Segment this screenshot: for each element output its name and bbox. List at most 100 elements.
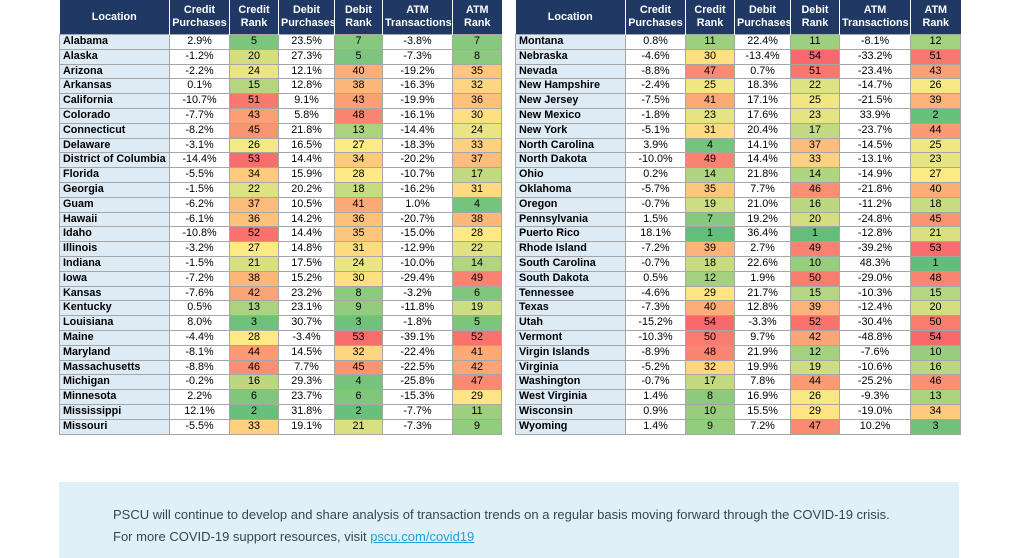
cell-atm-rank: 38 xyxy=(452,211,502,228)
table-header-row: Location Credit Purchases Credit Rank Debit… xyxy=(515,0,961,35)
cell-debit-rank: 47 xyxy=(790,418,840,435)
cell-debit-purchases: -13.4% xyxy=(734,48,791,65)
cell-atm-rank: 6 xyxy=(452,285,502,302)
cell-location: Wyoming xyxy=(515,418,626,435)
cell-debit-purchases: 31.8% xyxy=(278,403,335,420)
cell-location: Idaho xyxy=(59,226,170,243)
cell-atm-transactions: -14.5% xyxy=(839,137,911,154)
cell-credit-rank: 32 xyxy=(685,359,735,376)
cell-atm-transactions: -15.3% xyxy=(382,389,453,405)
table-header-row: Location Credit Purchases Credit Rank Debit… xyxy=(59,0,502,35)
cell-debit-rank: 46 xyxy=(790,181,840,198)
table-row: Maine -4.4% 28 -3.4% 53 -39.1% 52 xyxy=(59,329,502,346)
cell-debit-rank: 30 xyxy=(334,270,383,287)
cell-atm-transactions: -12.4% xyxy=(839,300,911,317)
cell-atm-rank: 39 xyxy=(910,93,961,109)
ranking-tables: Location Credit Purchases Credit Rank Debit… xyxy=(59,0,961,440)
table-row: South Carolina -0.7% 18 22.6% 10 48.3% 1 xyxy=(515,255,961,272)
cell-credit-purchases: -4.6% xyxy=(625,48,686,65)
cell-debit-purchases: 12.1% xyxy=(278,63,335,80)
table-row: Georgia -1.5% 22 20.2% 18 -16.2% 31 xyxy=(59,181,502,198)
cell-debit-purchases: 14.4% xyxy=(278,152,335,169)
cell-atm-transactions: -7.6% xyxy=(839,344,911,361)
cell-atm-rank: 14 xyxy=(452,255,502,272)
cell-credit-purchases: -15.2% xyxy=(625,315,686,331)
cell-atm-rank: 9 xyxy=(452,418,502,435)
table-row: Ohio 0.2% 14 21.8% 14 -14.9% 27 xyxy=(515,167,961,183)
cell-debit-rank: 26 xyxy=(790,389,840,405)
cell-credit-purchases: -3.1% xyxy=(169,137,230,154)
cell-atm-transactions: -48.8% xyxy=(839,329,911,346)
table-row: Arizona -2.2% 24 12.1% 40 -19.2% 35 xyxy=(59,63,502,80)
cell-atm-transactions: -12.9% xyxy=(382,241,453,257)
cell-credit-rank: 18 xyxy=(685,255,735,272)
cell-debit-rank: 23 xyxy=(790,107,840,124)
cell-debit-purchases: 0.7% xyxy=(734,63,791,80)
cell-credit-purchases: -10.7% xyxy=(169,93,230,109)
cell-credit-purchases: -5.2% xyxy=(625,359,686,376)
cell-atm-rank: 10 xyxy=(910,344,961,361)
cell-credit-purchases: -6.1% xyxy=(169,211,230,228)
cell-credit-rank: 23 xyxy=(685,107,735,124)
cell-atm-rank: 22 xyxy=(452,241,502,257)
cell-atm-rank: 52 xyxy=(452,329,502,346)
cell-credit-purchases: -1.2% xyxy=(169,48,230,65)
cell-atm-transactions: -21.5% xyxy=(839,93,911,109)
cell-debit-rank: 53 xyxy=(334,329,383,346)
cell-atm-transactions: 33.9% xyxy=(839,107,911,124)
cell-debit-purchases: 14.4% xyxy=(734,152,791,169)
cell-atm-rank: 8 xyxy=(452,48,502,65)
cell-atm-rank: 43 xyxy=(910,63,961,80)
cell-debit-rank: 10 xyxy=(790,255,840,272)
cell-credit-purchases: 0.5% xyxy=(625,270,686,287)
cell-credit-rank: 11 xyxy=(685,34,735,50)
cell-credit-rank: 48 xyxy=(685,344,735,361)
cell-debit-purchases: 17.6% xyxy=(734,107,791,124)
cell-debit-rank: 42 xyxy=(790,329,840,346)
cell-location: New York xyxy=(515,122,626,139)
cell-atm-transactions: -30.4% xyxy=(839,315,911,331)
cell-atm-transactions: -3.8% xyxy=(382,34,453,50)
table-row: West Virginia 1.4% 8 16.9% 26 -9.3% 13 xyxy=(515,389,961,405)
cell-debit-rank: 54 xyxy=(790,48,840,65)
cell-atm-rank: 45 xyxy=(910,211,961,228)
cell-atm-transactions: -39.1% xyxy=(382,329,453,346)
cell-credit-rank: 44 xyxy=(229,344,279,361)
table-row: Montana 0.8% 11 22.4% 11 -8.1% 12 xyxy=(515,34,961,50)
cell-atm-rank: 50 xyxy=(910,315,961,331)
table-row: Vermont -10.3% 50 9.7% 42 -48.8% 54 xyxy=(515,329,961,346)
cell-debit-purchases: 20.2% xyxy=(278,181,335,198)
cell-credit-purchases: -5.5% xyxy=(169,418,230,435)
cell-atm-transactions: -10.6% xyxy=(839,359,911,376)
cell-credit-purchases: -5.1% xyxy=(625,122,686,139)
cell-debit-purchases: 9.7% xyxy=(734,329,791,346)
cell-location: Wisconsin xyxy=(515,403,626,420)
cell-atm-rank: 47 xyxy=(452,374,502,391)
cell-atm-rank: 17 xyxy=(452,167,502,183)
cell-debit-purchases: 17.5% xyxy=(278,255,335,272)
cell-credit-rank: 39 xyxy=(685,241,735,257)
cell-credit-rank: 46 xyxy=(229,359,279,376)
cell-debit-purchases: 30.7% xyxy=(278,315,335,331)
cell-credit-rank: 2 xyxy=(229,403,279,420)
cell-atm-rank: 49 xyxy=(452,270,502,287)
cell-debit-purchases: 14.5% xyxy=(278,344,335,361)
cell-location: Kansas xyxy=(59,285,170,302)
cell-debit-rank: 40 xyxy=(334,63,383,80)
cell-atm-transactions: -16.2% xyxy=(382,181,453,198)
cell-atm-transactions: -14.4% xyxy=(382,122,453,139)
cell-atm-transactions: -16.3% xyxy=(382,78,453,95)
cell-atm-transactions: -29.4% xyxy=(382,270,453,287)
cell-location: Pennsylvania xyxy=(515,211,626,228)
cell-atm-rank: 34 xyxy=(910,403,961,420)
cell-location: Alabama xyxy=(59,34,170,50)
cell-debit-purchases: 21.8% xyxy=(734,167,791,183)
cell-atm-transactions: -7.3% xyxy=(382,418,453,435)
table-row: Louisiana 8.0% 3 30.7% 3 -1.8% 5 xyxy=(59,315,502,331)
column-header-atm-rank: ATM Rank xyxy=(910,0,961,35)
covid19-resources-link[interactable]: pscu.com/covid19 xyxy=(370,529,475,544)
cell-atm-transactions: -3.2% xyxy=(382,285,453,302)
cell-credit-purchases: -8.1% xyxy=(169,344,230,361)
cell-location: Colorado xyxy=(59,107,170,124)
cell-atm-transactions: 10.2% xyxy=(839,418,911,435)
